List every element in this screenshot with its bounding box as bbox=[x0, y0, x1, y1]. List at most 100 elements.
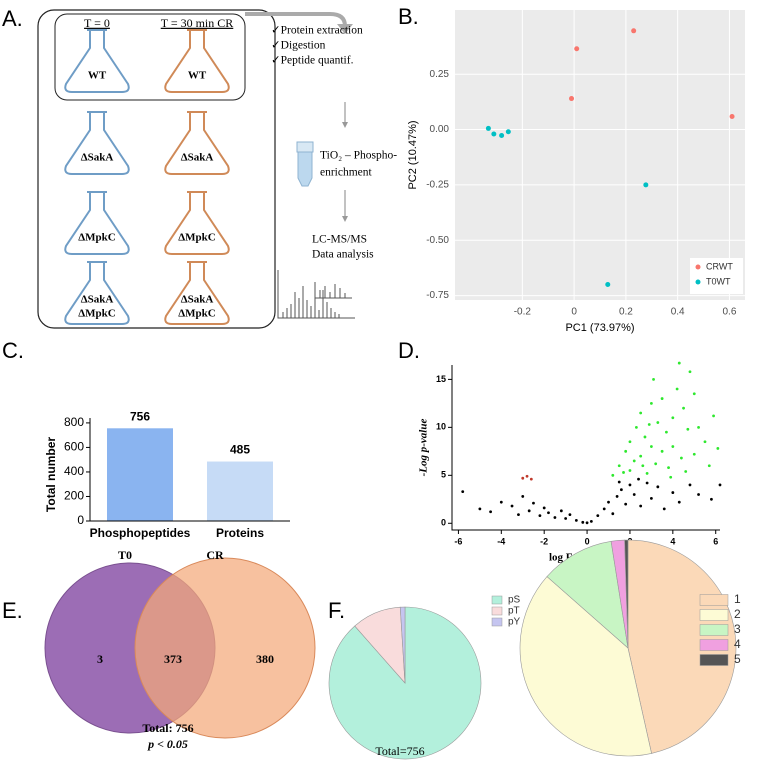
data-point bbox=[617, 464, 621, 468]
data-point bbox=[671, 445, 675, 448]
panel-label: A. bbox=[2, 6, 23, 31]
data-point bbox=[656, 421, 660, 424]
data-point bbox=[617, 480, 621, 484]
data-point bbox=[611, 473, 615, 477]
data-point bbox=[611, 512, 615, 516]
y-tick-label: -0.75 bbox=[426, 290, 449, 301]
y-tick-label: 15 bbox=[436, 374, 446, 384]
strain-label: ΔSakA bbox=[181, 152, 214, 164]
x-axis-title: PC1 (73.97%) bbox=[565, 322, 634, 334]
y-axis-title: PC2 (10.47%) bbox=[407, 120, 419, 189]
x-tick-label: Phosphopeptides bbox=[90, 526, 191, 540]
legend-box bbox=[690, 258, 743, 294]
data-point bbox=[641, 464, 645, 468]
data-point bbox=[568, 513, 572, 517]
data-point bbox=[529, 477, 533, 481]
region-count: 380 bbox=[256, 652, 274, 666]
x-tick-label: -6 bbox=[454, 536, 462, 546]
legend-label: CRWT bbox=[706, 261, 733, 271]
panel-label: D. bbox=[398, 338, 420, 363]
y-tick-label: 0 bbox=[441, 518, 446, 528]
x-tick-label: Proteins bbox=[216, 526, 264, 540]
set-label: CR bbox=[206, 548, 224, 562]
data-point bbox=[542, 506, 546, 510]
data-point bbox=[692, 452, 696, 456]
data-point bbox=[461, 490, 465, 494]
flask bbox=[164, 29, 230, 93]
data-point bbox=[677, 361, 681, 365]
data-point bbox=[491, 131, 497, 137]
x-tick-label: 0 bbox=[571, 307, 577, 318]
data-point bbox=[669, 475, 673, 479]
strain-label: ΔMpkC bbox=[178, 308, 216, 320]
legend-label: pS bbox=[508, 595, 521, 606]
x-tick-label: 0.4 bbox=[671, 307, 685, 318]
data-point bbox=[703, 440, 707, 444]
data-point bbox=[682, 406, 685, 410]
data-point bbox=[553, 516, 557, 519]
data-point bbox=[692, 392, 696, 396]
data-point bbox=[527, 509, 531, 513]
data-point bbox=[585, 521, 589, 525]
data-point bbox=[697, 493, 700, 496]
legend-swatch bbox=[695, 279, 701, 285]
value-label: 485 bbox=[230, 443, 250, 457]
data-point bbox=[660, 449, 664, 453]
flask bbox=[64, 29, 130, 93]
pie-slice bbox=[546, 540, 629, 649]
region-count: 3 bbox=[97, 652, 103, 666]
enrichment-label: enrichment bbox=[320, 167, 373, 179]
y-tick-label: -0.25 bbox=[426, 180, 449, 191]
flask bbox=[64, 111, 130, 175]
data-point bbox=[665, 430, 668, 434]
x-tick-label: -2 bbox=[540, 536, 548, 546]
legend-swatch bbox=[491, 617, 503, 627]
data-point bbox=[619, 488, 623, 492]
data-point bbox=[605, 282, 611, 288]
legend-swatch bbox=[699, 654, 729, 666]
data-point bbox=[649, 445, 653, 448]
flask bbox=[164, 261, 230, 325]
data-point bbox=[677, 500, 681, 504]
legend-label: 4 bbox=[734, 637, 741, 651]
x-tick-label: 0.6 bbox=[723, 307, 737, 318]
y-tick-label: 800 bbox=[64, 415, 84, 429]
data-point bbox=[521, 495, 525, 498]
data-point bbox=[716, 447, 720, 450]
x-tick-label: -0.2 bbox=[514, 307, 532, 318]
y-tick-label: 5 bbox=[441, 470, 446, 480]
data-point bbox=[602, 507, 606, 511]
x-tick-label: 6 bbox=[713, 536, 718, 546]
data-point bbox=[489, 510, 492, 514]
data-point bbox=[654, 462, 658, 466]
data-point bbox=[517, 513, 520, 517]
data-point bbox=[499, 133, 505, 139]
legend-label: 1 bbox=[734, 592, 741, 606]
y-tick-label: 0.00 bbox=[430, 124, 450, 135]
data-point bbox=[660, 397, 664, 400]
set-circle bbox=[134, 557, 316, 739]
axis-line bbox=[89, 418, 290, 522]
y-tick-label: 0 bbox=[77, 513, 84, 527]
flask bbox=[164, 191, 230, 255]
data-point bbox=[499, 500, 503, 504]
legend-label: 2 bbox=[734, 607, 741, 621]
column-header: T = 0 bbox=[84, 16, 110, 30]
data-point bbox=[667, 466, 670, 470]
data-point bbox=[684, 470, 688, 473]
data-point bbox=[485, 125, 491, 131]
data-point bbox=[505, 129, 511, 135]
data-point bbox=[547, 511, 550, 515]
y-axis-title: Total number bbox=[44, 437, 58, 512]
plot-background bbox=[455, 10, 745, 300]
data-point bbox=[628, 469, 632, 472]
data-point bbox=[671, 491, 675, 494]
panel-label: B. bbox=[398, 4, 419, 29]
data-point bbox=[628, 483, 632, 487]
strain-label: ΔMpkC bbox=[78, 232, 116, 244]
x-tick-label: 0.2 bbox=[619, 307, 633, 318]
data-point bbox=[574, 519, 578, 522]
data-point bbox=[688, 370, 692, 374]
data-point bbox=[675, 387, 679, 391]
